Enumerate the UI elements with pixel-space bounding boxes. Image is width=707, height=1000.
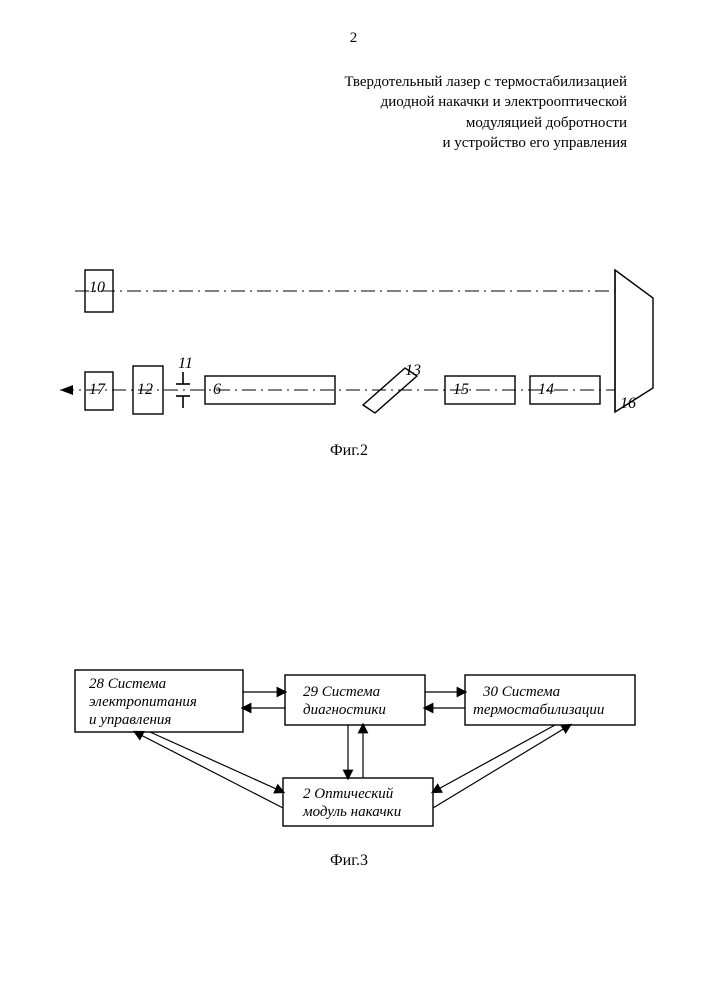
fig3-b28-l3: и управления: [89, 712, 171, 728]
page-number: 2: [0, 30, 707, 47]
fig3-arrow-2-30: [433, 725, 570, 808]
fig2-label-11: 11: [178, 355, 193, 372]
fig3-arrow-2-28: [135, 732, 283, 808]
fig3-arrow-28-2: [150, 732, 283, 792]
fig3-b28-l2: электропитания: [89, 694, 197, 710]
fig2-caption: Фиг.2: [330, 442, 368, 459]
fig2-label-17: 17: [89, 381, 106, 398]
fig2-label-16: 16: [620, 395, 636, 412]
title-line: диодной накачки и электрооптической: [0, 92, 627, 112]
fig2-label-6: 6: [213, 381, 221, 398]
title-line: и устройство его управления: [0, 133, 627, 153]
fig2-label-10: 10: [89, 279, 105, 296]
fig3-b28-num: 28 Система: [89, 676, 166, 692]
fig2-label-13: 13: [405, 362, 421, 379]
fig3-b30-l1: 30 Система: [482, 684, 560, 700]
fig3-caption: Фиг.3: [330, 852, 368, 869]
fig2-label-14: 14: [538, 381, 554, 398]
title-line: Твердотельный лазер с термостабилизацией: [0, 72, 627, 92]
title-line: модуляцией добротности: [0, 113, 627, 133]
fig2-label-12: 12: [137, 381, 153, 398]
fig3-b2-l1: 2 Оптический: [303, 786, 394, 802]
fig3-b29-l1: 29 Система: [303, 684, 380, 700]
fig2-output-arrow: [60, 385, 73, 395]
fig3-b30-l2: термостабилизации: [473, 702, 604, 718]
title-block: Твердотельный лазер с термостабилизацией…: [0, 72, 627, 153]
fig3-svg: 28 Система электропитания и управления 2…: [45, 650, 665, 890]
fig3-arrow-30-2: [433, 725, 555, 792]
fig3-b29-l2: диагностики: [303, 702, 386, 718]
fig3-b2-l2: модуль накачки: [302, 804, 401, 820]
page: 2 Твердотельный лазер с термостабилизаци…: [0, 0, 707, 1000]
fig2-svg: 10 16 17 12 11 6 13 15 14: [55, 260, 665, 480]
fig2-prism: [615, 270, 653, 412]
fig2-label-15: 15: [453, 381, 469, 398]
